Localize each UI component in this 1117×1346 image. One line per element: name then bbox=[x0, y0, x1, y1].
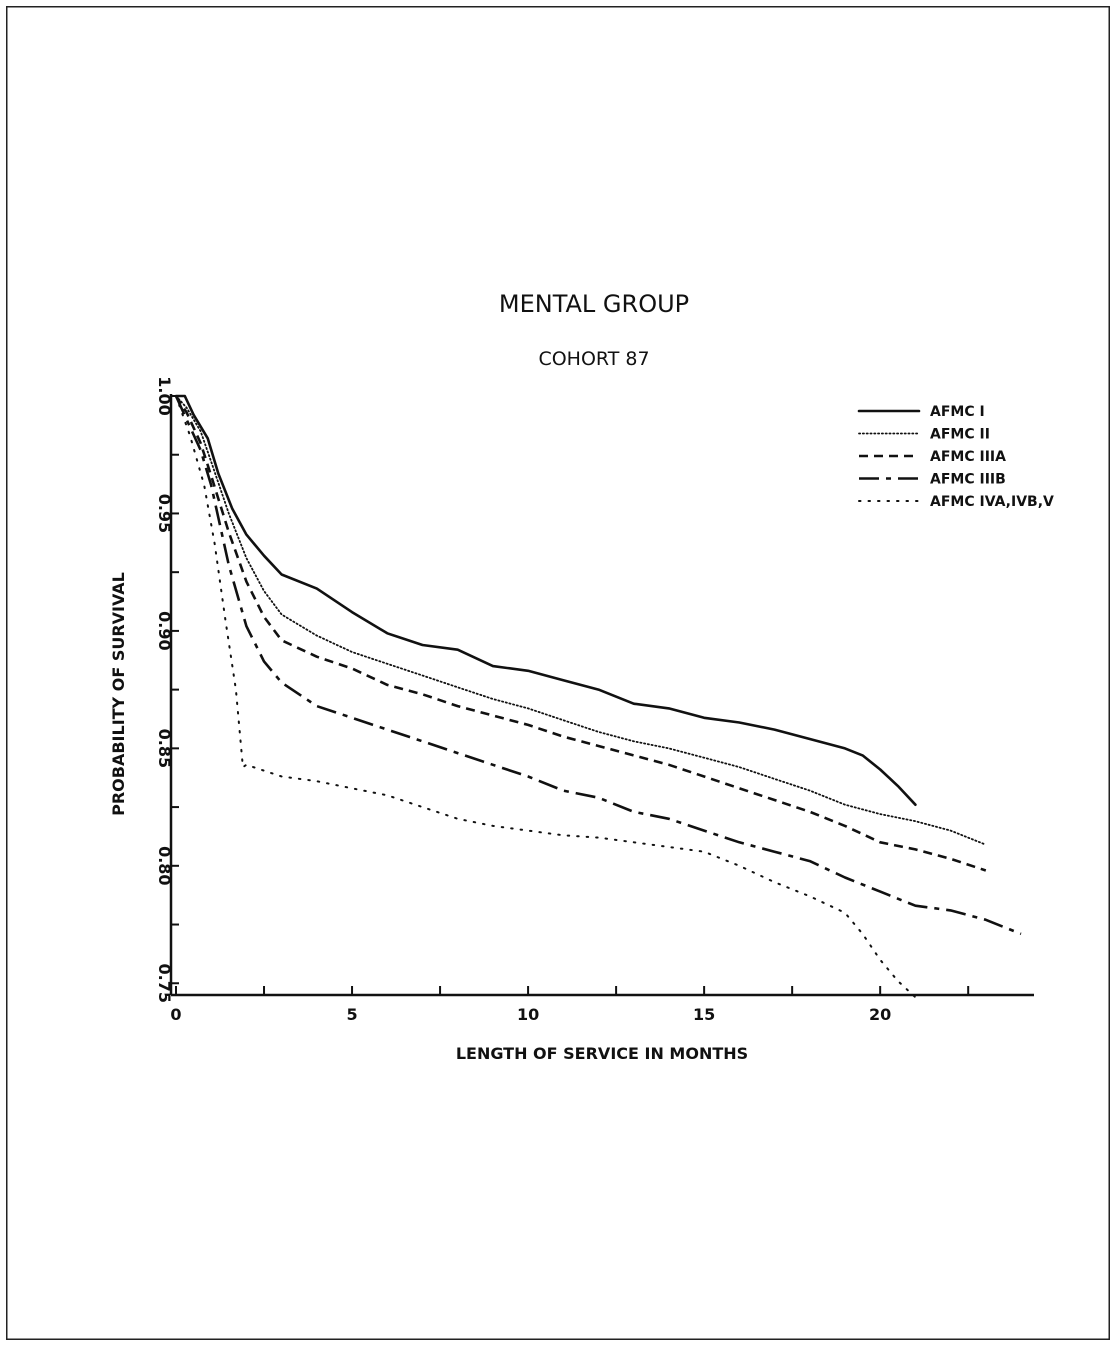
x-tick-label: 20 bbox=[869, 1005, 891, 1024]
x-tick-label: 0 bbox=[170, 1005, 181, 1024]
series-line-4 bbox=[174, 395, 1022, 936]
legend-label-4: AFMC IIIB bbox=[930, 472, 1006, 488]
series-line-5 bbox=[175, 395, 917, 999]
x-tick-label: 5 bbox=[346, 1005, 357, 1024]
legend-label-5: AFMC IVA,IVB,V bbox=[930, 494, 1054, 510]
y-tick-label: 0.85 bbox=[155, 729, 174, 768]
y-tick-label: 1.00 bbox=[155, 376, 174, 415]
page-border bbox=[6, 6, 1110, 1340]
legend-label-1: AFMC I bbox=[930, 404, 985, 420]
y-axis-label: PROBABILITY OF SURVIVAL bbox=[109, 572, 128, 816]
series-line-3 bbox=[174, 395, 987, 872]
x-tick-label: 10 bbox=[517, 1005, 539, 1024]
axes: 0 5 10 15 20 0.75 0.80 0.85 0.90 0.95 1.00 bbox=[155, 376, 1034, 1024]
legend-label-3: AFMC IIIA bbox=[930, 449, 1006, 465]
chart-subtitle: COHORT 87 bbox=[538, 348, 649, 370]
y-tick-label: 0.75 bbox=[155, 964, 174, 1003]
series-layer bbox=[174, 394, 1022, 999]
x-axis-label: LENGTH OF SERVICE IN MONTHS bbox=[456, 1044, 748, 1063]
series-line-1 bbox=[174, 394, 917, 807]
y-tick-label: 0.80 bbox=[155, 846, 174, 885]
chart-title: MENTAL GROUP bbox=[499, 290, 689, 318]
series-line-2 bbox=[175, 395, 987, 846]
legend-label-2: AFMC II bbox=[930, 427, 990, 443]
survival-chart: MENTAL GROUP COHORT 87 PROBABILITY OF SU… bbox=[6, 6, 1110, 1340]
legend: AFMC I AFMC II AFMC IIIA AFMC IIIB AFMC IVA,… bbox=[857, 404, 1054, 510]
y-tick-label: 0.90 bbox=[155, 611, 174, 650]
y-tick-label: 0.95 bbox=[155, 494, 174, 533]
x-tick-label: 15 bbox=[693, 1005, 715, 1024]
page-frame: MENTAL GROUP COHORT 87 PROBABILITY OF SU… bbox=[6, 6, 1110, 1340]
